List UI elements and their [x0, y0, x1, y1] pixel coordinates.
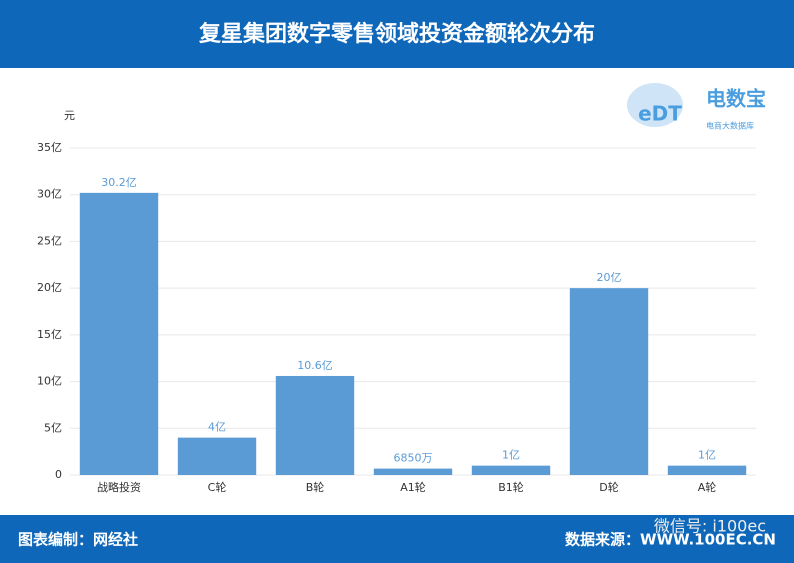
y-tick-label: 30亿	[37, 188, 62, 201]
y-tick-label: 15亿	[37, 328, 62, 341]
logo-tagline: 电商大数据库	[706, 121, 754, 131]
value-label: 4亿	[208, 421, 226, 434]
y-tick-label: 10亿	[37, 375, 62, 388]
value-label: 1亿	[502, 449, 520, 462]
x-tick-label: A轮	[698, 480, 717, 494]
bar	[79, 192, 159, 476]
logo-mark: eDT	[638, 102, 682, 126]
y-unit: 元	[64, 109, 75, 122]
y-tick-label: 20亿	[37, 281, 62, 294]
x-tick-label: 战略投资	[97, 480, 141, 494]
footer-left: 图表编制：网经社	[18, 531, 138, 549]
chart-title: 复星集团数字零售领域投资金额轮次分布	[198, 21, 595, 47]
bar	[471, 465, 551, 475]
bar	[177, 437, 257, 475]
footer-right: 数据来源：WWW.100EC.CN	[565, 531, 776, 549]
y-tick-label: 0	[55, 468, 62, 481]
watermark: 微信号: i100ec	[654, 517, 766, 536]
x-tick-label: C轮	[208, 480, 227, 494]
x-tick-label: B1轮	[498, 480, 524, 494]
footer-band	[0, 515, 794, 563]
y-tick-label: 35亿	[37, 141, 62, 154]
value-label: 30.2亿	[101, 176, 137, 189]
x-tick-label: B轮	[306, 480, 325, 494]
bar	[569, 288, 649, 475]
bar	[275, 375, 355, 475]
value-label: 1亿	[698, 449, 716, 462]
y-tick-label: 5亿	[44, 421, 62, 434]
value-label: 6850万	[394, 452, 433, 465]
value-label: 10.6亿	[297, 359, 333, 372]
x-tick-label: A1轮	[400, 480, 426, 494]
bar	[667, 465, 747, 475]
header-band	[0, 0, 794, 68]
y-tick-label: 25亿	[37, 234, 62, 247]
bar	[373, 468, 453, 475]
value-label: 20亿	[597, 271, 622, 284]
logo-name: 电数宝	[706, 87, 766, 111]
x-tick-label: D轮	[599, 480, 618, 494]
logo-cloud	[627, 83, 683, 127]
